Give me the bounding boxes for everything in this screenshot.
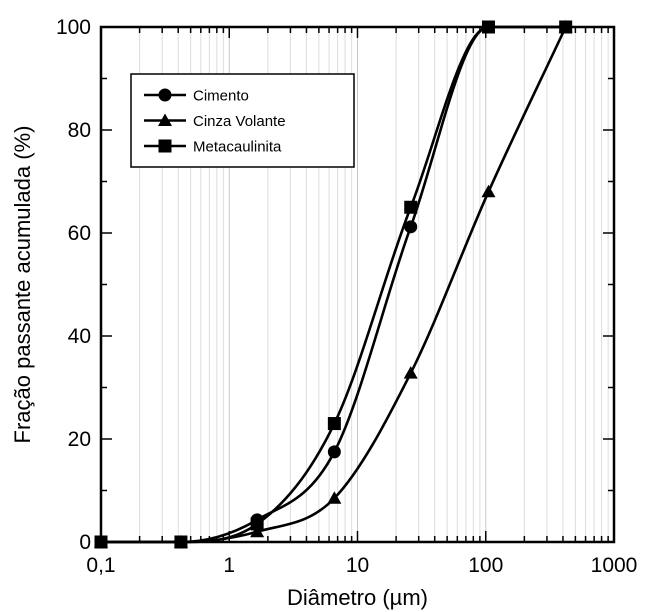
legend-marker-metacaulinita bbox=[158, 139, 172, 153]
legend-label-cinza-volante: Cinza Volante bbox=[193, 113, 286, 130]
marker-cimento bbox=[327, 445, 341, 459]
legend-entry-cimento: Cimento bbox=[144, 88, 249, 105]
marker-metacaulinita bbox=[404, 200, 418, 214]
legend-label-metacaulinita: Metacaulinita bbox=[193, 139, 282, 156]
x-axis-title: Diâmetro (µm) bbox=[287, 585, 428, 610]
marker-cimento bbox=[404, 220, 418, 234]
marker-metacaulinita bbox=[327, 417, 341, 431]
marker-cinza-volante bbox=[403, 366, 418, 379]
series-markers bbox=[94, 20, 573, 549]
legend-marker-cimento bbox=[158, 88, 172, 102]
x-tick-label: 10 bbox=[346, 554, 369, 577]
legend-entry-metacaulinita: Metacaulinita bbox=[144, 139, 282, 156]
legend: Cimento Cinza Volante Metacaulinita bbox=[130, 73, 355, 168]
legend-symbol bbox=[158, 139, 172, 153]
y-tick-label: 20 bbox=[68, 428, 91, 451]
x-tick-label: 100 bbox=[468, 554, 503, 577]
y-axis-title: Fração passante acumulada (%) bbox=[10, 126, 35, 444]
x-tick-label: 1000 bbox=[591, 554, 638, 577]
y-tick-label: 100 bbox=[56, 16, 91, 39]
y-tick-label: 60 bbox=[68, 222, 91, 245]
x-tick-label: 0,1 bbox=[86, 554, 115, 577]
marker-cinza-volante bbox=[481, 184, 496, 198]
legend-symbol bbox=[158, 88, 172, 102]
marker-metacaulinita bbox=[481, 20, 495, 34]
legend-marker-cinza-volante bbox=[158, 113, 172, 126]
y-tick-label: 80 bbox=[68, 119, 91, 142]
tick-labels: 0,1 1 10 100 1000 0 20 40 60 80 100 bbox=[56, 16, 637, 577]
x-tick-label: 1 bbox=[223, 554, 235, 577]
y-tick-label: 40 bbox=[68, 325, 91, 348]
marker-metacaulinita bbox=[94, 535, 108, 549]
marker-metacaulinita bbox=[174, 535, 188, 549]
marker-cinza-volante bbox=[327, 491, 342, 504]
marker-cinza-volante bbox=[250, 524, 265, 538]
legend-entry-cinza-volante: Cinza Volante bbox=[144, 113, 286, 130]
y-tick-label: 0 bbox=[79, 531, 91, 554]
marker-metacaulinita bbox=[250, 517, 264, 531]
marker-metacaulinita bbox=[559, 20, 573, 34]
legend-symbol bbox=[158, 113, 172, 126]
legend-label-cimento: Cimento bbox=[193, 88, 249, 105]
